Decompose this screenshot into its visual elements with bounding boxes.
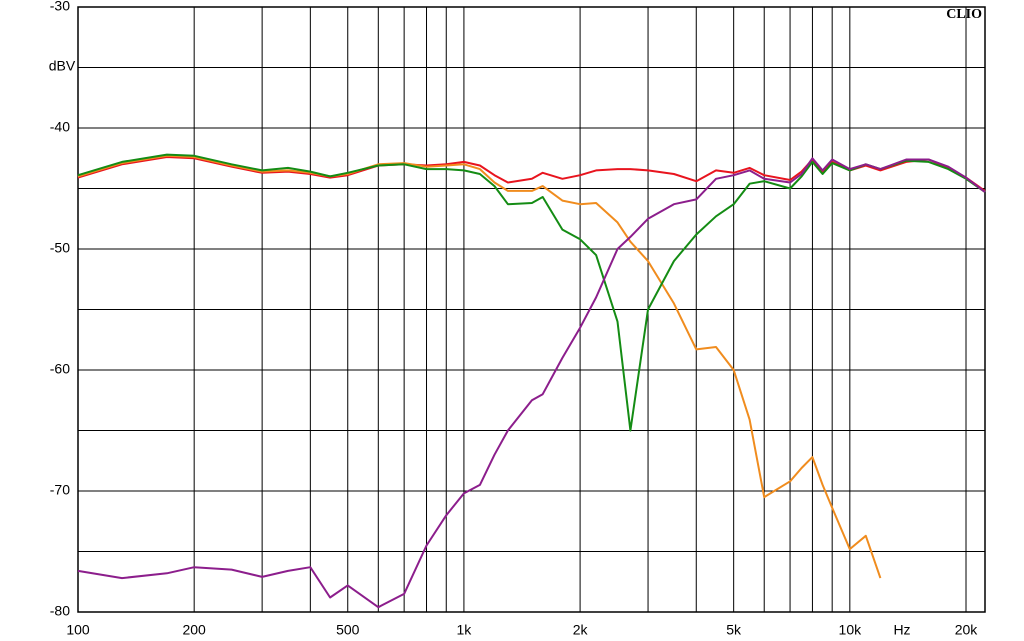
y-tick-label: -50 <box>50 240 70 256</box>
brand: CLIO <box>946 7 982 22</box>
y-unit: dBV <box>49 58 76 74</box>
plot-border <box>77 6 986 613</box>
x-tick-label: 100 <box>66 622 90 638</box>
x-tick-label: 500 <box>336 622 360 638</box>
data-line <box>77 154 882 579</box>
y-tick-label: -60 <box>50 361 70 377</box>
x-tick-label: 200 <box>182 622 206 638</box>
x-unit: Hz <box>893 622 910 638</box>
x-tick-label: 20k <box>955 622 979 638</box>
x-tick-label: 2k <box>573 622 589 638</box>
data-line <box>77 153 986 432</box>
x-tick-label: 5k <box>726 622 742 638</box>
y-tick-label: -30 <box>50 0 70 14</box>
x-tick-label: 10k <box>839 622 863 638</box>
y-tick-label: -80 <box>50 603 70 619</box>
y-tick-label: -70 <box>50 482 70 498</box>
y-tick-label: -40 <box>50 119 70 135</box>
x-tick-label: 1k <box>457 622 473 638</box>
data-line <box>77 157 986 609</box>
